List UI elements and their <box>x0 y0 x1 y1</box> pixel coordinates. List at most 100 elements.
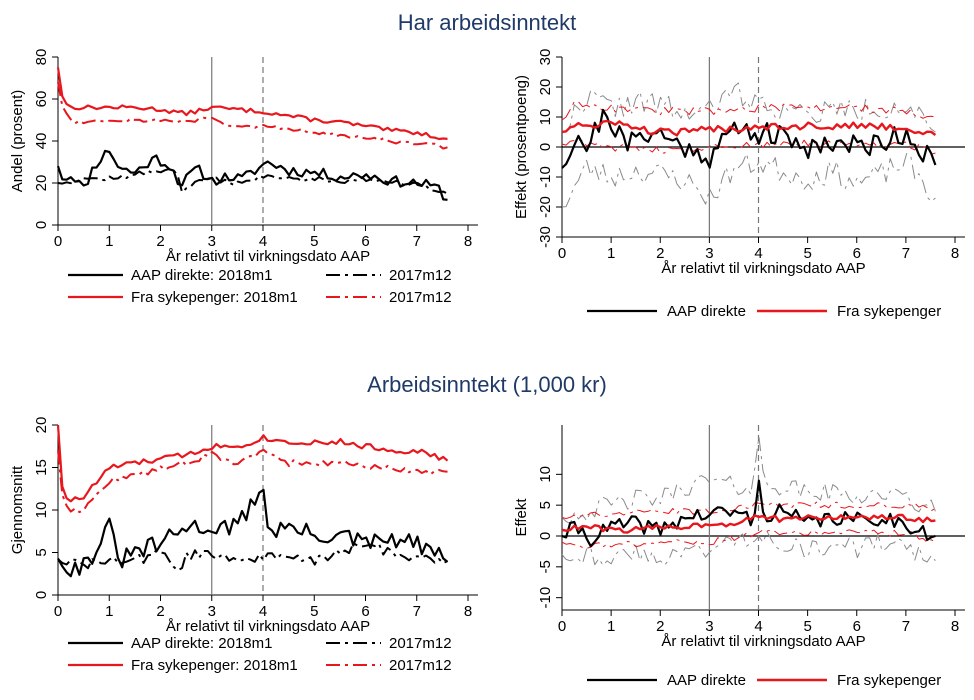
legend-label: AAP direkte: 2018m1 <box>131 267 272 284</box>
x-tick-label: 3 <box>208 603 216 620</box>
legend-label: Fra sykepenger <box>837 303 941 320</box>
legend-label: AAP direkte <box>667 672 746 689</box>
series-line-5 <box>561 529 936 549</box>
y-tick-label: -20 <box>537 196 554 218</box>
y-tick-label: 0 <box>33 221 50 229</box>
x-tick-label: 1 <box>607 245 615 262</box>
y-tick-label: 60 <box>33 91 50 108</box>
legend-label: Fra sykepenger: 2018m1 <box>131 657 298 674</box>
x-tick-label: 7 <box>413 603 421 620</box>
series-line-3 <box>561 513 936 534</box>
y-tick-label: 5 <box>537 501 554 509</box>
legend: AAP direkte Fra sykepenger <box>587 303 941 320</box>
x-tick-label: 1 <box>607 618 615 635</box>
panel-income-effect: -10 -5 0 5 10 0 1 2 3 4 5 6 7 8 År relativt til virkni… <box>513 425 965 689</box>
x-tick-label: 1 <box>105 233 113 250</box>
y-tick-label: 10 <box>537 466 554 483</box>
y-tick-label: 10 <box>537 109 554 126</box>
legend-label: 2017m12 <box>389 267 452 284</box>
x-tick-label: 8 <box>464 233 472 250</box>
legend-label: 2017m12 <box>389 635 452 652</box>
x-tick-label: 5 <box>803 618 811 635</box>
x-tick-label: 8 <box>951 245 959 262</box>
series-line-4 <box>561 501 936 519</box>
x-axis-label: År relativt til virkningsdato AAP <box>166 618 370 635</box>
section-title-income: Arbeidsinntekt (1,000 kr) <box>367 372 607 397</box>
x-tick-label: 2 <box>156 233 164 250</box>
y-tick-label: -10 <box>537 166 554 188</box>
x-tick-label: 3 <box>705 245 713 262</box>
x-tick-label: 0 <box>558 245 566 262</box>
x-tick-label: 4 <box>259 233 267 250</box>
x-tick-label: 5 <box>310 603 318 620</box>
legend-label: AAP direkte <box>667 303 746 320</box>
y-tick-label: 80 <box>33 49 50 66</box>
x-tick-label: 6 <box>853 618 861 635</box>
series-line-1 <box>561 436 936 525</box>
x-tick-label: 8 <box>464 603 472 620</box>
x-tick-label: 7 <box>902 245 910 262</box>
y-tick-label: 30 <box>537 49 554 66</box>
series-line-3 <box>57 448 448 514</box>
y-tick-label: 10 <box>33 502 50 519</box>
y-tick-label: 15 <box>33 459 50 476</box>
x-tick-label: 0 <box>54 233 62 250</box>
series-line-4 <box>561 101 936 121</box>
x-axis-label: År relativt til virkningsdato AAP <box>661 260 865 277</box>
x-tick-label: 2 <box>656 245 664 262</box>
legend: AAP direkte: 2018m1 2017m12 Fra sykepenger… <box>68 635 452 674</box>
y-tick-label: 20 <box>33 417 50 434</box>
series-line-2 <box>56 424 449 503</box>
panel-income-average: 0 5 10 15 20 0 1 2 3 4 5 6 7 8 År relativt til virknin… <box>9 417 478 674</box>
x-tick-label: 2 <box>156 603 164 620</box>
panel-employment-effect: -30 -20 -10 0 10 20 30 0 1 2 3 4 5 6 7 8 År relativt til… <box>513 49 965 320</box>
x-tick-label: 3 <box>705 618 713 635</box>
section-title-employment: Har arbeidsinntekt <box>398 10 577 35</box>
series-line-0 <box>561 108 937 169</box>
y-tick-label: 0 <box>537 143 554 151</box>
x-tick-label: 4 <box>754 618 762 635</box>
legend-label: 2017m12 <box>389 657 452 674</box>
series-line-3 <box>561 119 937 137</box>
x-tick-label: 4 <box>754 245 762 262</box>
x-tick-label: 0 <box>54 603 62 620</box>
legend: AAP direkte: 2018m1 2017m12 Fra sykepenger… <box>68 267 452 306</box>
y-axis-label: Andel (prosent) <box>9 90 26 193</box>
y-tick-label: 0 <box>33 591 50 599</box>
x-tick-label: 6 <box>361 603 369 620</box>
y-tick-label: 40 <box>33 133 50 150</box>
x-tick-label: 5 <box>310 233 318 250</box>
legend-label: AAP direkte: 2018m1 <box>131 635 272 652</box>
x-tick-label: 3 <box>208 233 216 250</box>
y-tick-label: 5 <box>33 548 50 556</box>
series-line-0 <box>57 488 449 578</box>
y-axis-label: Effekt (prosentpoeng) <box>513 75 530 219</box>
y-tick-label: 0 <box>537 532 554 540</box>
x-tick-label: 0 <box>558 618 566 635</box>
legend-label: Fra sykepenger <box>837 672 941 689</box>
y-tick-label: 20 <box>33 175 50 192</box>
x-axis-label: År relativt til virkningsdato AAP <box>166 248 370 265</box>
legend-label: 2017m12 <box>389 289 452 306</box>
x-tick-label: 2 <box>656 618 664 635</box>
x-tick-label: 6 <box>853 245 861 262</box>
series-line-0 <box>56 149 448 201</box>
legend-label: Fra sykepenger: 2018m1 <box>131 289 298 306</box>
series-line-2 <box>561 530 936 566</box>
x-tick-label: 7 <box>413 233 421 250</box>
legend: AAP direkte Fra sykepenger <box>587 672 941 689</box>
series-line-2 <box>56 67 448 141</box>
y-tick-label: 20 <box>537 79 554 96</box>
y-tick-label: -5 <box>537 560 554 573</box>
x-tick-label: 8 <box>951 618 959 635</box>
x-tick-label: 1 <box>105 603 113 620</box>
x-tick-label: 6 <box>361 233 369 250</box>
series-line-2 <box>561 153 936 208</box>
y-tick-label: -30 <box>537 226 554 248</box>
y-tick-label: -10 <box>537 587 554 609</box>
panel-employment-share: 0 20 40 60 80 0 1 2 3 4 5 6 7 8 År relativt til virkni… <box>9 49 478 306</box>
y-axis-label: Gjennomsnitt <box>9 465 26 554</box>
